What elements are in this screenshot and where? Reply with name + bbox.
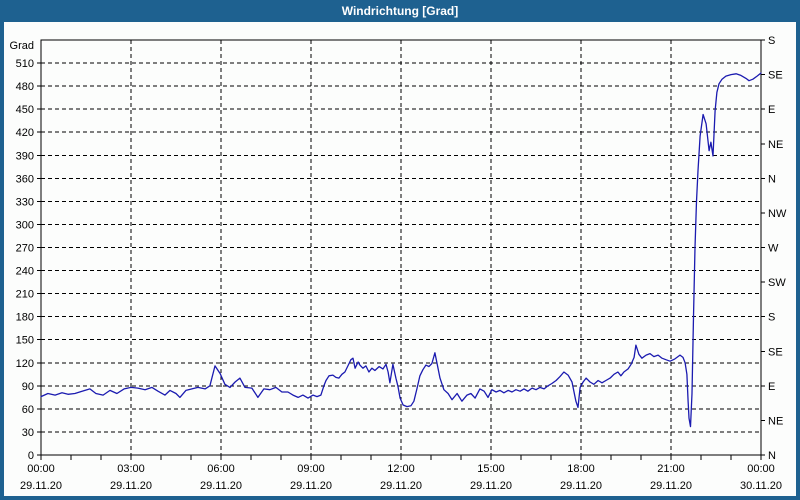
svg-text:S: S [768, 312, 775, 324]
svg-text:NE: NE [768, 139, 783, 151]
svg-text:S: S [768, 35, 775, 47]
svg-text:390: 390 [16, 150, 34, 162]
svg-text:510: 510 [16, 58, 34, 70]
svg-text:N: N [768, 173, 776, 185]
svg-text:0: 0 [28, 450, 34, 462]
svg-text:W: W [768, 243, 779, 255]
wind-direction-chart: 0 30 60 90 120 150 180 210 240 270 300 330 360 390 420… [10, 35, 787, 492]
svg-text:N: N [768, 450, 776, 462]
svg-text:09:00: 09:00 [297, 463, 325, 475]
svg-text:E: E [768, 104, 775, 116]
svg-text:60: 60 [22, 404, 34, 416]
svg-text:180: 180 [16, 312, 34, 324]
y-axis-right-labels: S SE E NE N NW W SW S SE E NE N [761, 35, 787, 462]
svg-text:06:00: 06:00 [207, 463, 235, 475]
svg-text:30: 30 [22, 427, 34, 439]
svg-text:29.11.20: 29.11.20 [650, 480, 692, 492]
svg-text:29.11.20: 29.11.20 [470, 480, 512, 492]
y-axis-left-labels: 0 30 60 90 120 150 180 210 240 270 300 330 360 390 420… [10, 40, 41, 462]
svg-text:SE: SE [768, 70, 783, 82]
svg-text:420: 420 [16, 127, 34, 139]
svg-text:NE: NE [768, 415, 783, 427]
svg-text:330: 330 [16, 196, 34, 208]
svg-text:15:00: 15:00 [477, 463, 505, 475]
chart-canvas: 0 30 60 90 120 150 180 210 240 270 300 330 360 390 420… [4, 22, 796, 496]
svg-text:29.11.20: 29.11.20 [110, 480, 152, 492]
svg-text:360: 360 [16, 173, 34, 185]
svg-text:300: 300 [16, 219, 34, 231]
svg-text:210: 210 [16, 289, 34, 301]
svg-text:480: 480 [16, 81, 34, 93]
wind-direction-series [40, 72, 762, 428]
svg-text:29.11.20: 29.11.20 [200, 480, 242, 492]
svg-text:270: 270 [16, 243, 34, 255]
svg-text:150: 150 [16, 335, 34, 347]
svg-text:12:00: 12:00 [387, 463, 415, 475]
gridlines [41, 40, 761, 455]
svg-text:120: 120 [16, 358, 34, 370]
svg-text:90: 90 [22, 381, 34, 393]
svg-text:00:00: 00:00 [747, 463, 775, 475]
svg-text:NW: NW [768, 208, 787, 220]
svg-text:SW: SW [768, 277, 786, 289]
svg-text:03:00: 03:00 [117, 463, 145, 475]
window-title: Windrichtung [Grad] [341, 4, 459, 18]
svg-text:30.11.20: 30.11.20 [740, 480, 782, 492]
svg-text:240: 240 [16, 266, 34, 278]
svg-text:29.11.20: 29.11.20 [560, 480, 602, 492]
svg-text:E: E [768, 381, 775, 393]
title-bar: Windrichtung [Grad] [0, 0, 800, 22]
svg-text:SE: SE [768, 346, 783, 358]
svg-text:29.11.20: 29.11.20 [20, 480, 62, 492]
svg-text:29.11.20: 29.11.20 [380, 480, 422, 492]
y-axis-unit-label: Grad [10, 40, 34, 52]
svg-text:29.11.20: 29.11.20 [290, 480, 332, 492]
svg-text:18:00: 18:00 [567, 463, 595, 475]
svg-text:00:00: 00:00 [27, 463, 55, 475]
svg-text:450: 450 [16, 104, 34, 116]
x-axis-labels: 00:00 29.11.20 03:00 29.11.20 06:00 29.11.20 0… [20, 455, 782, 492]
svg-text:21:00: 21:00 [657, 463, 685, 475]
